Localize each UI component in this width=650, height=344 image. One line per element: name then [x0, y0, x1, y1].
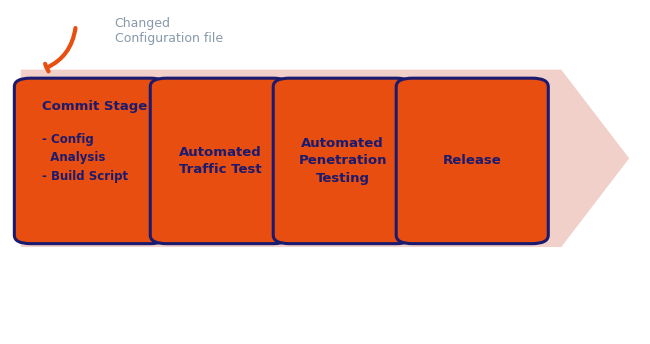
- Text: Changed
Configuration file: Changed Configuration file: [114, 17, 223, 45]
- Text: Commit Stage: Commit Stage: [42, 100, 148, 113]
- FancyBboxPatch shape: [273, 78, 412, 244]
- Polygon shape: [21, 69, 629, 247]
- Text: Automated
Traffic Test: Automated Traffic Test: [179, 146, 261, 176]
- FancyBboxPatch shape: [150, 78, 289, 244]
- FancyBboxPatch shape: [14, 78, 166, 244]
- FancyBboxPatch shape: [396, 78, 549, 244]
- Text: Release: Release: [443, 154, 502, 168]
- Text: - Config
  Analysis
- Build Script: - Config Analysis - Build Script: [42, 133, 128, 183]
- Text: Automated
Penetration
Testing: Automated Penetration Testing: [298, 137, 387, 185]
